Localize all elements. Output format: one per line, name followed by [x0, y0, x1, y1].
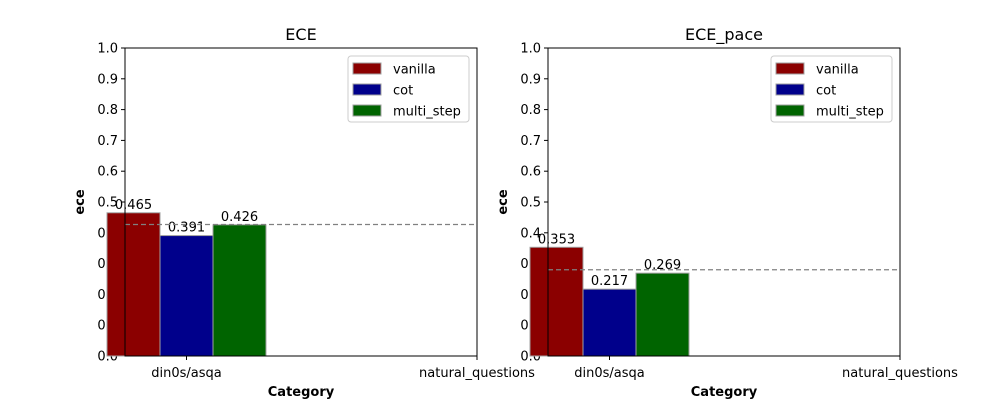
x-axis-label: Category	[691, 385, 758, 400]
y-axis-label: ece	[496, 189, 511, 215]
x-tick-label: natural_questions	[842, 366, 958, 381]
bar-value-label: 0.353	[538, 232, 575, 247]
legend-swatch-cot	[352, 83, 382, 96]
x-tick-label: din0s/asqa	[151, 366, 221, 381]
y-tick-label: 0.4	[520, 226, 541, 241]
y-tick-label: 0.5	[520, 196, 541, 211]
y-tick-label: 0.8	[97, 103, 118, 118]
y-tick-label: 0.5	[97, 196, 118, 211]
legend-label-cot: cot	[816, 84, 836, 99]
legend-label-cot: cot	[393, 84, 413, 99]
bar-value-label: 0.426	[221, 210, 258, 225]
y-tick-label: 1.0	[97, 42, 118, 57]
y-tick-label: 0.7	[97, 134, 118, 149]
legend-swatch-multi_step	[352, 104, 382, 117]
y-tick-label: 0.6	[97, 165, 118, 180]
y-tick-label: 0.6	[520, 165, 541, 180]
plot-frame	[547, 47, 901, 357]
legend-label-vanilla: vanilla	[816, 63, 859, 78]
y-tick-label: 0.7	[520, 134, 541, 149]
bar-multi_step-1	[212, 224, 267, 357]
bar-cot-1	[582, 288, 637, 357]
bar-value-label: 0.465	[115, 198, 152, 213]
bar-vanilla-1	[529, 246, 584, 357]
plot-frame	[124, 47, 478, 357]
legend-swatch-vanilla	[775, 62, 805, 75]
legend-label-vanilla: vanilla	[393, 63, 436, 78]
bar-value-label: 0.217	[591, 274, 628, 289]
y-tick-label: 0.9	[97, 72, 118, 87]
chart-panel-1: ECE0.00.10.20.30.40.50.60.70.80.91.0ece0…	[73, 25, 535, 400]
legend: vanilla cot multi_step	[770, 55, 893, 123]
y-tick-label: 0.9	[520, 72, 541, 87]
chart-title: ECE_pace	[685, 25, 763, 45]
legend-label-multi_step: multi_step	[816, 105, 884, 120]
bar-cot-1	[159, 235, 214, 357]
chart-panel-2: ECE_pace0.00.10.20.30.40.50.60.70.80.91.…	[496, 25, 958, 400]
legend-swatch-vanilla	[352, 62, 382, 75]
bar-value-label: 0.269	[644, 258, 681, 273]
y-axis-label: ece	[73, 189, 88, 215]
chart-title: ECE	[285, 25, 316, 44]
y-tick-label: 1.0	[520, 42, 541, 57]
bar-multi_step-1	[635, 272, 690, 357]
bar-vanilla-1	[106, 212, 161, 357]
legend-swatch-cot	[775, 83, 805, 96]
bar-value-label: 0.391	[168, 221, 205, 236]
y-tick-label: 0.8	[520, 103, 541, 118]
legend-label-multi_step: multi_step	[393, 105, 461, 120]
x-axis-label: Category	[268, 385, 335, 400]
legend-swatch-multi_step	[775, 104, 805, 117]
x-tick-label: natural_questions	[419, 366, 535, 381]
legend: vanilla cot multi_step	[347, 55, 470, 123]
x-tick-label: din0s/asqa	[574, 366, 644, 381]
